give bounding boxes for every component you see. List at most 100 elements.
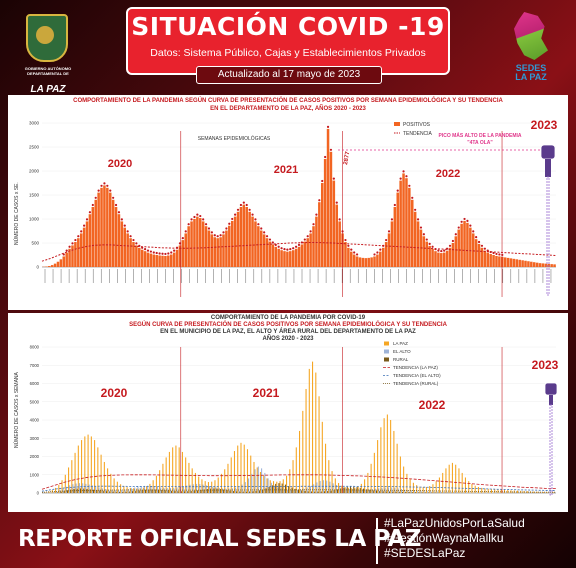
chart2-svg: 0 1000 2000 3000 4000 5000 6000 7000 8000 LA PAZ… xyxy=(13,341,559,496)
chart1-bar xyxy=(236,211,240,267)
chart1-data-label-marker xyxy=(437,249,440,252)
chart2-bar-rural xyxy=(148,489,150,493)
chart1-bar xyxy=(193,219,196,267)
chart1-data-label-marker xyxy=(123,224,126,227)
chart1-data-label-marker xyxy=(88,211,92,214)
chart1-bar xyxy=(172,252,176,267)
chart2-bar-el-alto xyxy=(264,472,266,493)
chart1-data-label-marker xyxy=(350,248,353,251)
chart1-bar xyxy=(335,204,339,267)
chart2-trend-line xyxy=(41,474,557,490)
chart2-bar-la-paz xyxy=(211,481,213,493)
chart1-bar xyxy=(329,151,333,267)
chart1-bar xyxy=(178,245,182,267)
chart1-data-label-marker xyxy=(225,227,228,230)
chart1-bar xyxy=(233,216,237,267)
chart2-bar-el-alto xyxy=(150,485,152,493)
chart1-bar xyxy=(532,262,536,267)
chart2-bar-el-alto xyxy=(62,488,64,493)
chart1-bar xyxy=(280,250,283,267)
chart2-bar-rural xyxy=(395,491,397,493)
chart1-bar xyxy=(515,259,519,267)
chart2-bar-la-paz xyxy=(318,396,320,493)
chart1-bar xyxy=(100,187,103,267)
chart1-bar xyxy=(442,252,446,267)
chart2-bar-rural xyxy=(375,490,378,493)
chart2-legend-label: TENDENCIA (LA PAZ) xyxy=(393,365,438,370)
chart2-bar-la-paz xyxy=(256,467,258,493)
chart2-bar-rural xyxy=(89,489,91,493)
chart1-bar xyxy=(503,257,507,267)
chart2-bar-rural xyxy=(242,491,244,493)
chart1-data-label-marker xyxy=(335,201,338,204)
chart2-bar-rural xyxy=(258,490,260,493)
chart2-bar-el-alto xyxy=(156,486,159,493)
chart2-bar-rural xyxy=(359,487,361,493)
chart1-ytick-label: 3000 xyxy=(29,121,40,126)
chart1-data-label-marker xyxy=(85,218,89,221)
chart2-bar-la-paz xyxy=(155,475,157,493)
chart1-data-label-marker xyxy=(216,235,219,238)
chart2-bar-rural xyxy=(421,492,423,493)
chart1-bar xyxy=(222,234,225,267)
chart1-data-label-marker xyxy=(260,227,263,230)
chart2-bar-rural xyxy=(83,488,85,493)
chart2-bar-rural xyxy=(96,490,98,493)
chart2-bar-el-alto xyxy=(300,489,302,493)
chart1-data-label-marker xyxy=(213,234,216,237)
chart2-bar-la-paz xyxy=(487,488,489,493)
chart2-bar-rural xyxy=(284,484,286,493)
chart2-bar-la-paz xyxy=(432,484,434,493)
chart2-bar-la-paz xyxy=(533,491,535,493)
chart1-data-label-marker xyxy=(152,251,155,254)
chart2-bar-la-paz xyxy=(403,466,405,493)
chart1-bar xyxy=(416,221,420,267)
chart1-data-label-marker xyxy=(100,184,103,187)
chart1-data-label-marker xyxy=(463,217,466,221)
chart2-bar-rural xyxy=(346,486,348,493)
chart2-bar-la-paz xyxy=(461,472,463,493)
chart2-bar-rural xyxy=(206,488,208,493)
chart2-bar-la-paz xyxy=(194,472,196,493)
chart2-bar-el-alto xyxy=(436,491,438,493)
chart2-bar-el-alto xyxy=(456,492,458,493)
chart1-bar xyxy=(48,266,51,267)
chart1-bar xyxy=(550,264,553,267)
coat-of-arms-icon xyxy=(26,14,68,62)
chart2-bar-rural xyxy=(262,489,264,493)
footer-divider xyxy=(376,518,378,564)
chart1-bar xyxy=(457,229,460,267)
chart1-bar xyxy=(355,256,359,267)
chart1-bar xyxy=(50,265,54,267)
chart2-bar-el-alto xyxy=(176,487,178,493)
chart1-bar xyxy=(300,244,304,267)
chart2-legend-swatch xyxy=(384,357,389,362)
chart1-data-label-marker xyxy=(303,238,306,241)
chart1-data-label-marker xyxy=(309,230,312,233)
chart1-bar xyxy=(65,252,68,267)
chart2-bar-el-alto xyxy=(195,483,198,493)
chart1-bar xyxy=(111,199,115,267)
chart1-data-label-marker xyxy=(251,213,254,216)
chart1-bar xyxy=(123,227,127,267)
chart2-bar-la-paz xyxy=(455,464,457,493)
chart2-bar-el-alto xyxy=(365,489,367,493)
chart1-bar xyxy=(59,259,63,267)
chart2-bar-la-paz xyxy=(45,492,47,493)
chart2-bar-la-paz xyxy=(149,483,151,493)
chart1-bar xyxy=(434,251,437,267)
chart2-bar-la-paz xyxy=(237,445,239,493)
chart1-data-label-marker xyxy=(257,223,260,226)
chart1-bar xyxy=(294,248,298,267)
chart1-bar xyxy=(471,233,475,267)
chart2-bar-la-paz xyxy=(315,372,317,493)
chart1-data-label-marker xyxy=(326,125,330,129)
chart2-bar-la-paz xyxy=(334,478,336,493)
chart2-bar-rural xyxy=(135,490,137,493)
chart2-bar-la-paz xyxy=(484,488,486,493)
chart2-bar-el-alto xyxy=(95,486,97,493)
chart2-bar-el-alto xyxy=(140,486,142,493)
chart1-bar xyxy=(393,207,397,267)
chart2-bar-la-paz xyxy=(110,473,112,493)
chart2-bar-la-paz xyxy=(250,455,252,493)
